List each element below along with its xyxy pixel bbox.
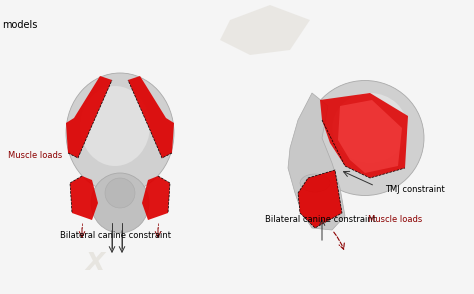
Polygon shape <box>128 76 174 158</box>
Text: Bilateral canine constraint: Bilateral canine constraint <box>60 231 171 240</box>
Text: X: X <box>85 251 104 275</box>
Ellipse shape <box>80 86 150 166</box>
Text: Muscle loads: Muscle loads <box>368 215 422 224</box>
Ellipse shape <box>66 73 174 193</box>
Polygon shape <box>298 170 342 228</box>
Text: Muscle loads: Muscle loads <box>8 151 62 160</box>
Polygon shape <box>288 93 345 230</box>
Polygon shape <box>320 93 408 178</box>
Polygon shape <box>338 100 402 173</box>
Text: TMJ constraint: TMJ constraint <box>385 185 445 194</box>
Polygon shape <box>220 5 310 55</box>
Text: models: models <box>2 20 37 30</box>
Polygon shape <box>70 176 98 220</box>
Ellipse shape <box>332 93 408 163</box>
Ellipse shape <box>105 178 135 208</box>
Polygon shape <box>66 76 112 158</box>
Text: Bilateral canine constraint: Bilateral canine constraint <box>265 215 376 224</box>
Ellipse shape <box>91 173 149 233</box>
Ellipse shape <box>306 81 424 196</box>
Polygon shape <box>142 176 170 220</box>
Ellipse shape <box>300 174 330 192</box>
